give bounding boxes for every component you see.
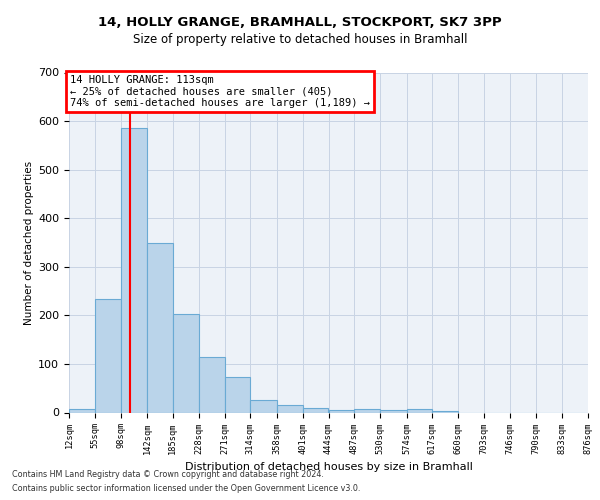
Bar	[69, 408, 95, 412]
Bar	[329, 410, 355, 412]
Bar	[407, 408, 433, 412]
Bar	[224, 377, 250, 412]
Bar	[433, 410, 458, 412]
Y-axis label: Number of detached properties: Number of detached properties	[24, 160, 34, 324]
Bar	[199, 357, 224, 412]
Bar	[355, 408, 380, 412]
Text: 14 HOLLY GRANGE: 113sqm
← 25% of detached houses are smaller (405)
74% of semi-d: 14 HOLLY GRANGE: 113sqm ← 25% of detache…	[70, 75, 370, 108]
Bar	[302, 408, 329, 412]
Text: Size of property relative to detached houses in Bramhall: Size of property relative to detached ho…	[133, 32, 467, 46]
Bar	[121, 128, 147, 412]
Text: Contains HM Land Registry data © Crown copyright and database right 2024.: Contains HM Land Registry data © Crown c…	[12, 470, 324, 479]
X-axis label: Distribution of detached houses by size in Bramhall: Distribution of detached houses by size …	[185, 462, 472, 472]
Text: Contains public sector information licensed under the Open Government Licence v3: Contains public sector information licen…	[12, 484, 361, 493]
Bar	[380, 410, 407, 412]
Text: 14, HOLLY GRANGE, BRAMHALL, STOCKPORT, SK7 3PP: 14, HOLLY GRANGE, BRAMHALL, STOCKPORT, S…	[98, 16, 502, 29]
Bar	[277, 405, 302, 412]
Bar	[173, 314, 199, 412]
Bar	[147, 242, 173, 412]
Bar	[95, 299, 121, 412]
Bar	[250, 400, 277, 412]
